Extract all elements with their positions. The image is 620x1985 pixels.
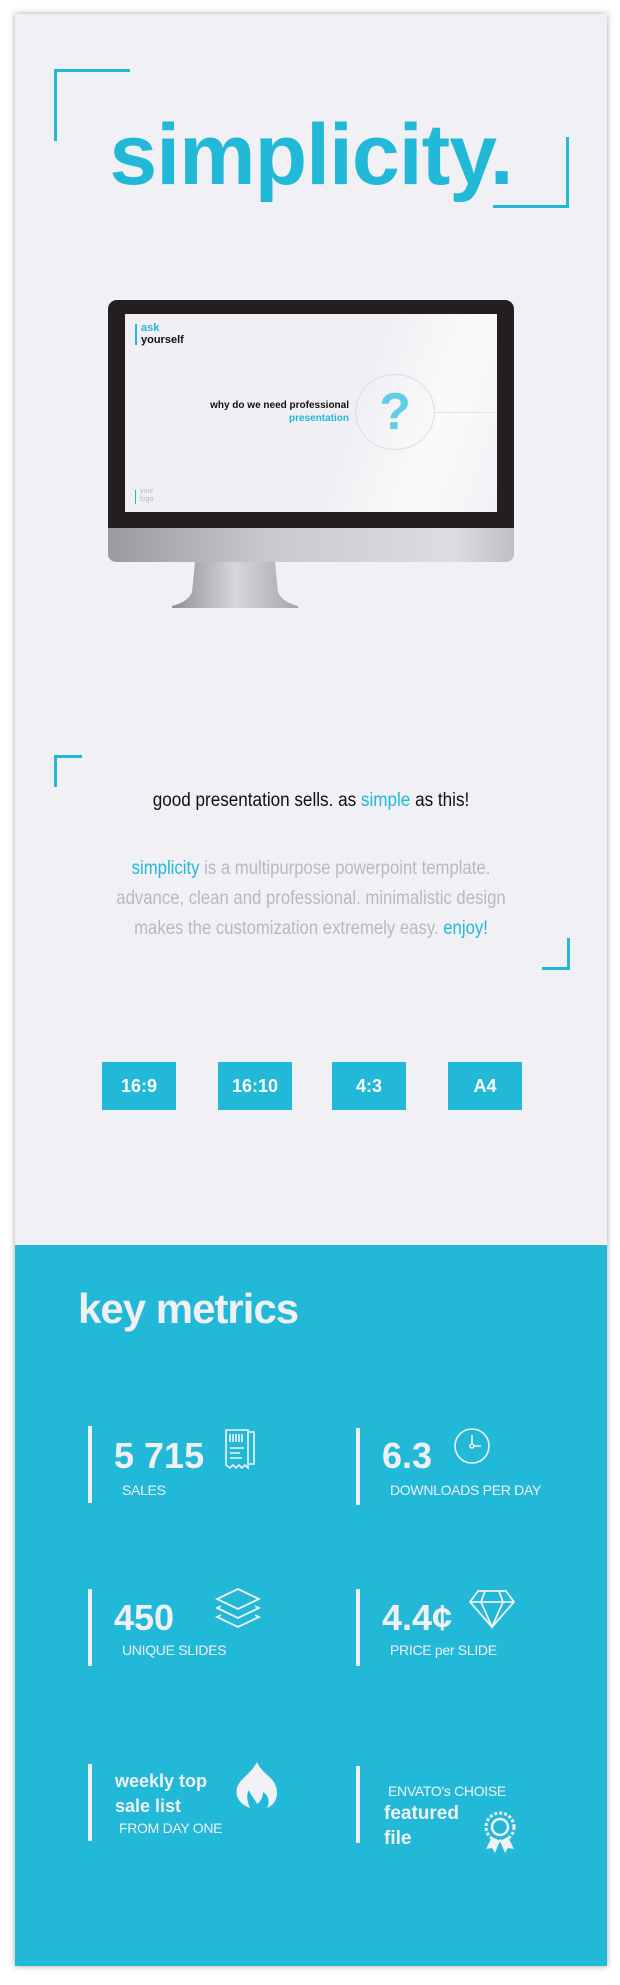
- intro-paragraph: simplicity is a multipurpose powerpoint …: [51, 854, 572, 944]
- divider: [356, 1766, 360, 1843]
- divider: [88, 1426, 92, 1503]
- slide-highlight: presentation: [288, 413, 349, 424]
- format-a4: A4: [448, 1062, 522, 1110]
- slides-label: UNIQUE SLIDES: [122, 1642, 227, 1658]
- question-mark-icon: ?: [355, 374, 435, 450]
- corner-bracket-top-left: [54, 755, 82, 787]
- weekly-label: FROM DAY ONE: [119, 1820, 223, 1836]
- divider: [88, 1764, 92, 1841]
- brand-highlight: simplicity: [131, 858, 200, 879]
- heading-highlight: simple: [360, 790, 411, 811]
- monitor-chin: [108, 528, 514, 562]
- format-16-10: 16:10: [218, 1062, 292, 1110]
- receipt-icon: [225, 1429, 255, 1470]
- featured-text: featured file: [384, 1801, 459, 1851]
- format-16-9: 16:9: [102, 1062, 176, 1110]
- weekly-line2: sale list: [115, 1796, 182, 1816]
- slide-yourself: yourself: [141, 334, 184, 346]
- downloads-label: DOWNLOADS PER DAY: [390, 1482, 541, 1498]
- downloads-value: 6.3: [382, 1435, 433, 1476]
- award-ribbon-icon: [484, 1811, 516, 1853]
- monitor-stand: [172, 562, 298, 608]
- clock-icon: [454, 1428, 490, 1464]
- enjoy-highlight: enjoy!: [443, 918, 488, 939]
- diamond-icon: [468, 1590, 516, 1629]
- price-value: 4.4¢: [382, 1597, 453, 1638]
- metrics-title: key metrics: [78, 1285, 299, 1332]
- format-4-3: 4:3: [332, 1062, 406, 1110]
- layers-icon: [215, 1588, 261, 1628]
- promo-card: simplicity. ask yourself why do we need …: [15, 14, 607, 1966]
- featured-line1: featured: [384, 1803, 459, 1824]
- accent-line: [135, 490, 136, 504]
- fire-icon: [236, 1762, 277, 1808]
- divider: [88, 1589, 92, 1666]
- price-label: PRICE per SLIDE: [390, 1642, 497, 1658]
- divider: [435, 412, 497, 413]
- divider: [356, 1589, 360, 1666]
- featured-line2: file: [384, 1828, 412, 1849]
- accent-line: [135, 324, 137, 345]
- para-text: is a multipurpose powerpoint template.: [199, 858, 491, 879]
- corner-bracket-bottom-right: [493, 137, 569, 208]
- logo-line2: logo: [140, 496, 154, 503]
- sales-label: SALES: [122, 1482, 166, 1498]
- heading-text: good presentation sells. as: [152, 790, 361, 811]
- weekly-line1: weekly top: [115, 1771, 208, 1791]
- para-text: makes the customization extremely easy.: [134, 918, 444, 939]
- slides-value: 450: [114, 1597, 175, 1638]
- slide-preview: ask yourself why do we need professional…: [125, 314, 497, 512]
- slide-question: why do we need professional: [210, 400, 349, 411]
- corner-bracket-top-left: [54, 69, 130, 141]
- para-text: advance, clean and professional. minimal…: [116, 888, 506, 909]
- intro-heading: good presentation sells. as simple as th…: [45, 790, 578, 812]
- featured-label: ENVATO's CHOISE: [388, 1783, 506, 1799]
- heading-text: as this!: [410, 790, 470, 811]
- corner-bracket-bottom-right: [542, 938, 570, 970]
- divider: [356, 1428, 360, 1505]
- page-title: simplicity.: [109, 107, 513, 203]
- weekly-top-text: weekly top sale list: [115, 1769, 207, 1819]
- logo-line1: your: [140, 488, 154, 495]
- slide-ask: ask: [141, 322, 160, 334]
- sales-value: 5 715: [114, 1435, 205, 1476]
- key-metrics-section: key metrics 5 715 SALES 6.3 DOWNLOADS PE…: [15, 1245, 607, 1966]
- slide-logo: your logo: [140, 488, 154, 504]
- monitor-mockup: ask yourself why do we need professional…: [108, 300, 514, 530]
